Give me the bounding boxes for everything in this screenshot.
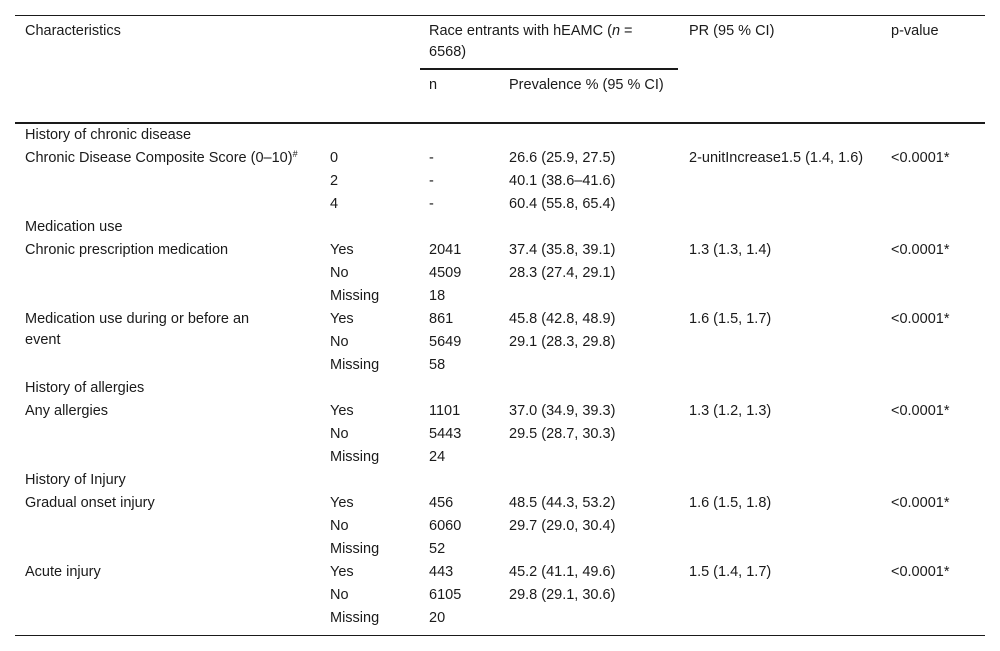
n-value: 24 bbox=[429, 449, 446, 465]
level: 0 bbox=[330, 150, 339, 166]
n-value: - bbox=[429, 196, 434, 212]
n-value: 443 bbox=[429, 564, 454, 580]
prevalence: 45.2 (41.1, 49.6) bbox=[509, 564, 616, 580]
level: Yes bbox=[330, 242, 354, 258]
n-value: 2041 bbox=[429, 242, 462, 258]
prevalence: 45.8 (42.8, 48.9) bbox=[509, 311, 616, 327]
n-value: 18 bbox=[429, 288, 446, 304]
n-value: 5443 bbox=[429, 426, 462, 442]
header-race-entrants-n: n bbox=[611, 23, 621, 39]
level: Missing bbox=[330, 541, 380, 557]
section-allergies: History of allergies bbox=[25, 380, 145, 396]
level: 2 bbox=[330, 173, 339, 189]
n-value: 456 bbox=[429, 495, 454, 511]
row-label-text: Chronic Disease Composite Score (0–10) bbox=[25, 150, 293, 166]
level: 4 bbox=[330, 196, 339, 212]
p-value: <0.0001* bbox=[891, 150, 950, 166]
table-bottom-rule bbox=[15, 635, 985, 636]
p-value: <0.0001* bbox=[891, 495, 950, 511]
header-pr: PR (95 % CI) bbox=[689, 23, 775, 39]
n-value: 52 bbox=[429, 541, 446, 557]
n-value: 6060 bbox=[429, 518, 462, 534]
header-race-entrants-suffix: = 6568) bbox=[429, 23, 633, 60]
level: Missing bbox=[330, 610, 380, 626]
level: Missing bbox=[330, 357, 380, 373]
footnote-marker: # bbox=[292, 149, 298, 159]
row-label: Chronic Disease Composite Score (0–10)# bbox=[25, 148, 305, 169]
header-characteristics: Characteristics bbox=[25, 23, 121, 39]
subheader-prevalence: Prevalence % (95 % CI) bbox=[509, 77, 664, 93]
row-label: Chronic prescription medication bbox=[25, 242, 229, 258]
level: Yes bbox=[330, 311, 354, 327]
p-value: <0.0001* bbox=[891, 242, 950, 258]
level: No bbox=[330, 265, 349, 281]
table-top-rule bbox=[15, 15, 985, 16]
n-value: 861 bbox=[429, 311, 454, 327]
section-injury: History of Injury bbox=[25, 472, 126, 488]
pr-value: 1.3 (1.2, 1.3) bbox=[689, 403, 772, 419]
p-value: <0.0001* bbox=[891, 564, 950, 580]
pr-value: 1.3 (1.3, 1.4) bbox=[689, 242, 772, 258]
n-value: 5649 bbox=[429, 334, 462, 350]
n-value: 6105 bbox=[429, 587, 462, 603]
prevalence: 29.8 (29.1, 30.6) bbox=[509, 587, 616, 603]
prevalence: 29.7 (29.0, 30.4) bbox=[509, 518, 616, 534]
prevalence: 28.3 (27.4, 29.1) bbox=[509, 265, 616, 281]
n-value: 20 bbox=[429, 610, 446, 626]
level: Yes bbox=[330, 564, 354, 580]
row-label: Gradual onset injury bbox=[25, 495, 155, 511]
header-race-entrants-prefix: Race entrants with hEAMC ( bbox=[429, 23, 612, 39]
n-value: 58 bbox=[429, 357, 446, 373]
pr-value: 1.5 (1.4, 1.7) bbox=[689, 564, 772, 580]
n-value: 4509 bbox=[429, 265, 462, 281]
level: Yes bbox=[330, 495, 354, 511]
pr-value: 1.6 (1.5, 1.8) bbox=[689, 495, 772, 511]
section-medication-use: Medication use bbox=[25, 219, 123, 235]
prevalence: 40.1 (38.6–41.6) bbox=[509, 173, 616, 189]
header-group-rule bbox=[420, 68, 678, 70]
level: No bbox=[330, 587, 349, 603]
level: Missing bbox=[330, 288, 380, 304]
level: Missing bbox=[330, 449, 380, 465]
p-value: <0.0001* bbox=[891, 311, 950, 327]
level: No bbox=[330, 334, 349, 350]
level: No bbox=[330, 518, 349, 534]
prevalence: 48.5 (44.3, 53.2) bbox=[509, 495, 616, 511]
prevalence: 29.1 (28.3, 29.8) bbox=[509, 334, 616, 350]
header-bottom-rule bbox=[15, 122, 985, 124]
n-value: - bbox=[429, 150, 434, 166]
n-value: - bbox=[429, 173, 434, 189]
level: No bbox=[330, 426, 349, 442]
section-chronic-disease: History of chronic disease bbox=[25, 127, 192, 143]
pr-value: 2-unitIncrease1.5 (1.4, 1.6) bbox=[689, 150, 864, 166]
prevalence: 37.0 (34.9, 39.3) bbox=[509, 403, 616, 419]
n-value: 1101 bbox=[429, 403, 461, 419]
header-race-entrants: Race entrants with hEAMC (n = 6568) bbox=[429, 21, 669, 63]
prevalence: 37.4 (35.8, 39.1) bbox=[509, 242, 616, 258]
prevalence: 29.5 (28.7, 30.3) bbox=[509, 426, 616, 442]
header-pvalue: p-value bbox=[891, 23, 939, 39]
pr-value: 1.6 (1.5, 1.7) bbox=[689, 311, 772, 327]
prevalence: 60.4 (55.8, 65.4) bbox=[509, 196, 616, 212]
row-label: Any allergies bbox=[25, 403, 109, 419]
row-label: Medication use during or before an event bbox=[25, 311, 250, 348]
p-value: <0.0001* bbox=[891, 403, 950, 419]
row-label: Acute injury bbox=[25, 564, 101, 580]
level: Yes bbox=[330, 403, 354, 419]
subheader-n: n bbox=[429, 77, 438, 93]
prevalence: 26.6 (25.9, 27.5) bbox=[509, 150, 616, 166]
